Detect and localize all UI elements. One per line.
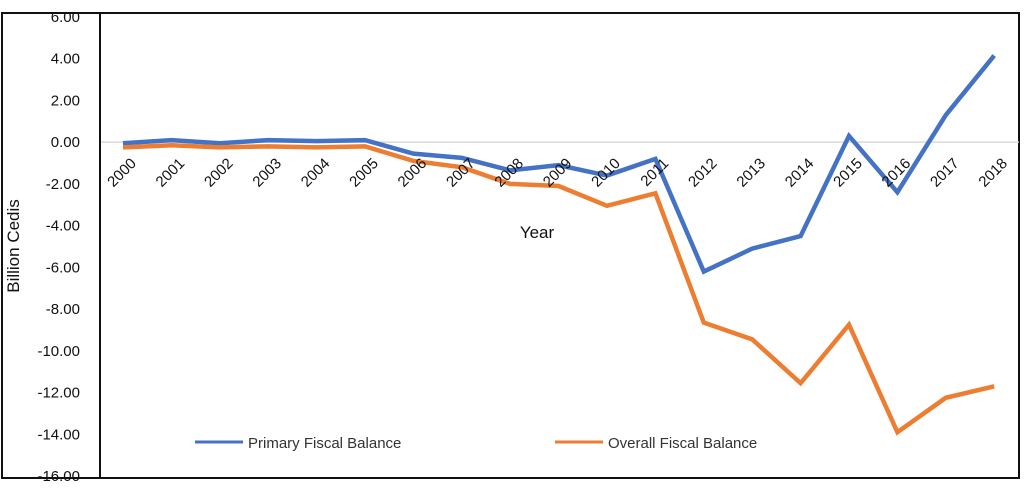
x-tick-label: 2005 [346, 155, 382, 191]
chart-border [1, 12, 1020, 479]
y-tick-label: -14.00 [37, 426, 80, 443]
x-tick-label: 2003 [249, 155, 285, 191]
x-tick-label: 2014 [782, 155, 818, 191]
y-tick-label: -6.00 [46, 259, 80, 276]
y-tick-label: 4.00 [51, 51, 80, 68]
x-axis-title: Year [520, 223, 555, 242]
y-tick-label: -8.00 [46, 301, 80, 318]
legend-label: Overall Fiscal Balance [608, 435, 757, 452]
x-tick-label: 2004 [298, 155, 334, 191]
y-tick-label: 0.00 [51, 134, 80, 151]
x-tick-label: 2017 [927, 155, 963, 191]
y-tick-label: -2.00 [46, 176, 80, 193]
x-tick-label: 2000 [104, 155, 140, 191]
x-tick-label: 2013 [733, 155, 769, 191]
y-tick-label: -12.00 [37, 385, 80, 402]
legend-label: Primary Fiscal Balance [248, 435, 401, 452]
y-tick-label: -10.00 [37, 343, 80, 360]
x-tick-label: 2002 [201, 155, 237, 191]
x-tick-label: 2001 [153, 155, 189, 191]
y-tick-label: 6.00 [51, 9, 80, 26]
x-tick-label: 2012 [685, 155, 721, 191]
y-axis-title: Billion Cedis [4, 199, 23, 293]
y-tick-label: -16.00 [37, 468, 80, 485]
series-line-overall [122, 143, 995, 436]
y-tick-label: 2.00 [51, 92, 80, 109]
x-tick-label: 2018 [975, 155, 1011, 191]
y-tick-label: -4.00 [46, 218, 80, 235]
